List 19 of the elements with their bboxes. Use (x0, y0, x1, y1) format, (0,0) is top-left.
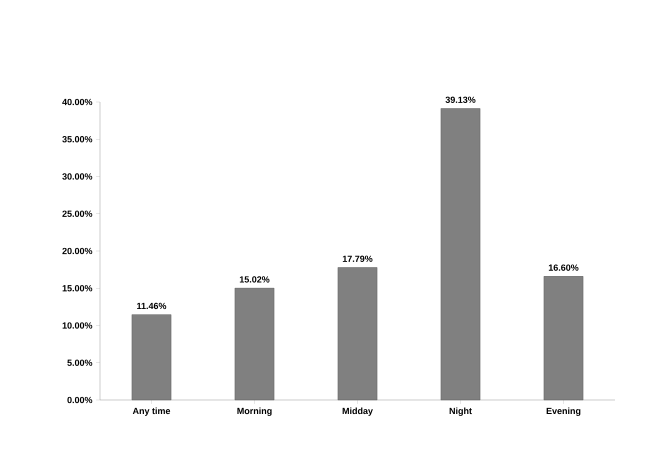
y-tick-label: 20.00% (62, 248, 92, 254)
x-tick-label: Any time (132, 408, 170, 416)
y-tick-label: 5.00% (67, 360, 92, 366)
y-tick-label: 15.00% (62, 285, 92, 292)
data-label: 15.02% (240, 276, 270, 283)
y-tick-label: 40.00% (62, 98, 92, 106)
x-tick-label: Evening (546, 408, 580, 416)
y-tick-label: 25.00% (62, 210, 92, 217)
x-tick-label: Morning (237, 408, 272, 416)
y-tick-label: 0.00% (67, 396, 92, 404)
data-label: 39.13% (446, 96, 476, 103)
x-tick-label: Midday (342, 408, 373, 416)
data-label: 11.46% (137, 302, 166, 310)
data-label: 16.60% (548, 264, 578, 271)
x-tick-label: Night (450, 408, 472, 416)
y-tick-label: 10.00% (62, 322, 92, 329)
y-tick-label: 30.00% (62, 173, 92, 180)
y-tick-label: 35.00% (62, 136, 92, 142)
data-label: 17.79% (342, 256, 372, 262)
